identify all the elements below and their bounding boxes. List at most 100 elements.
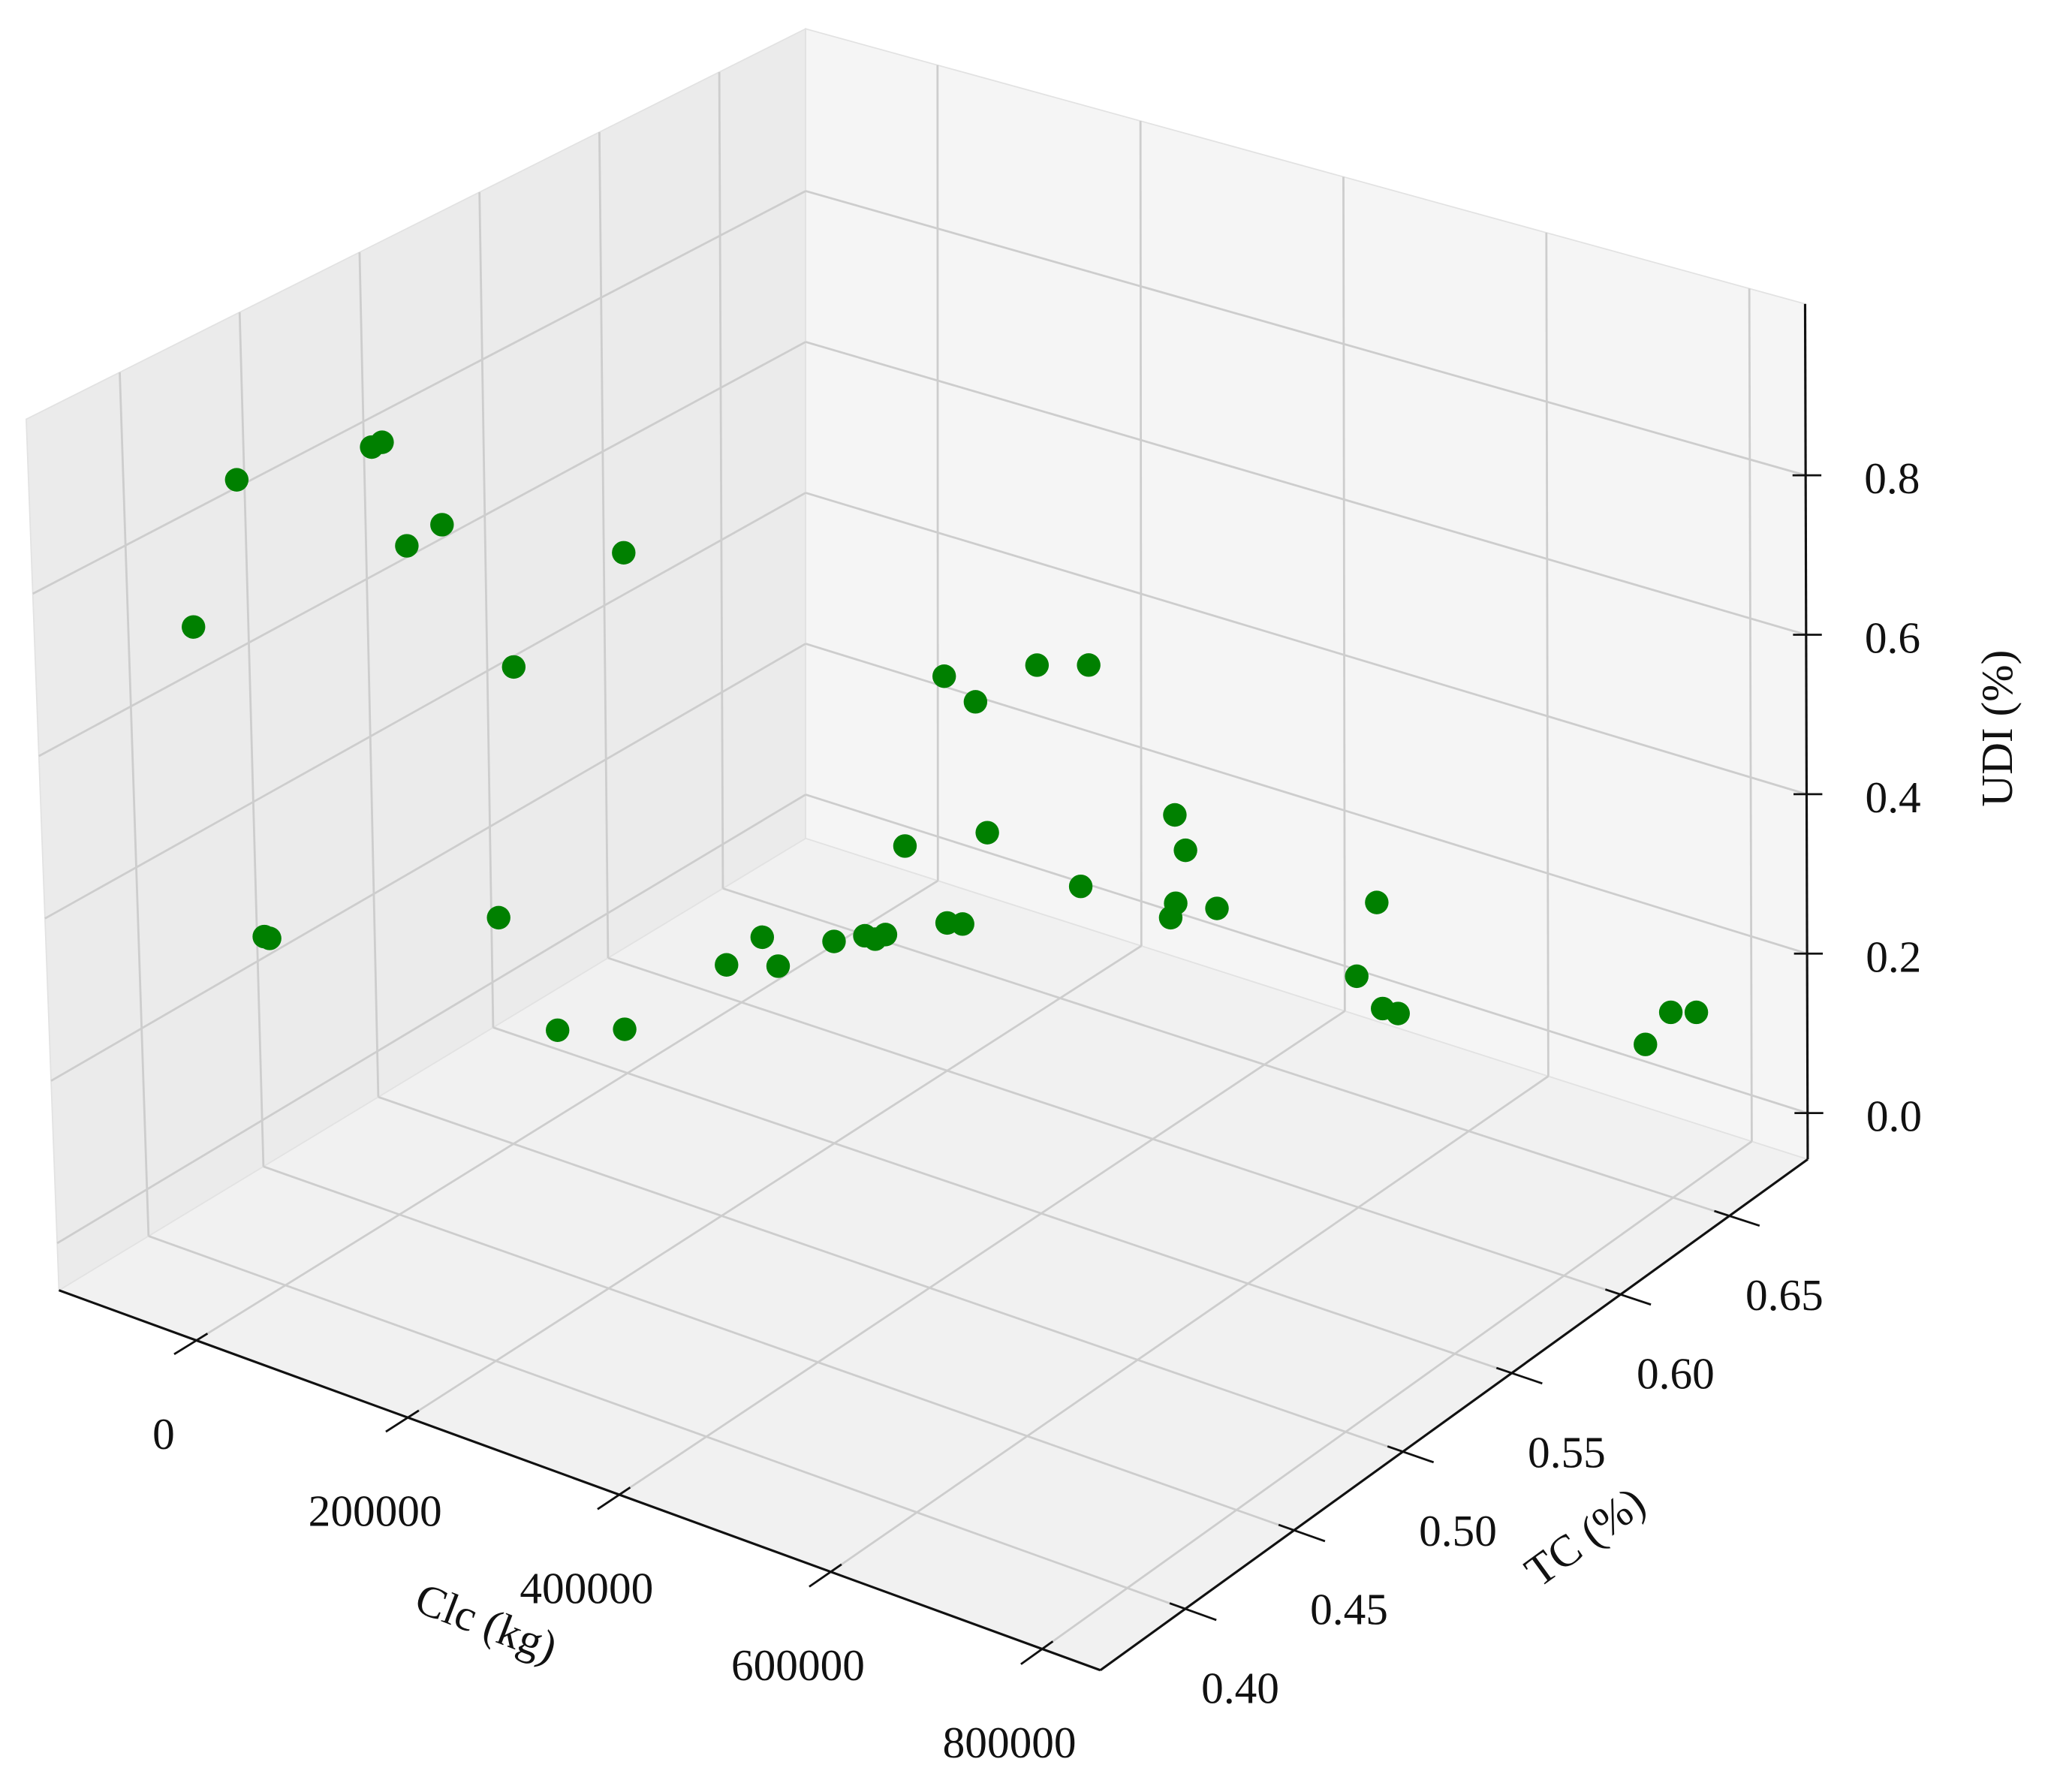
data-point [1068,874,1093,899]
grid-line [50,643,806,1082]
axes: 0 200000 400000 600000 800000 0.40 0.45 0.50 0.5… [58,303,1922,1767]
x-tick-label: 200000 [309,1486,442,1536]
data-point [430,513,454,537]
data-point [963,690,988,714]
y-tick [1278,1523,1326,1543]
y-tick-label: 0.45 [1310,1585,1388,1634]
data-point [975,821,999,845]
y-axis [1099,1158,1809,1671]
x-tick-label: 0 [152,1409,175,1459]
y-tick-label: 0.55 [1528,1427,1606,1477]
grid-line [358,251,380,1098]
data-point [1658,1000,1683,1025]
points [182,430,1709,1056]
data-point [1158,905,1183,930]
grid-line [1041,1140,1753,1650]
grid-line [1139,121,1143,946]
grid-line [805,190,1806,477]
z-tick-label: 0.4 [1866,773,1921,822]
grid-line [1748,288,1753,1142]
grid-line [478,191,495,1028]
data-point [822,929,846,953]
grid-line [1342,176,1346,1011]
data-point [1163,803,1187,827]
grid-line [805,492,1807,796]
data-point [766,954,791,978]
grid-line [38,341,806,757]
y-tick-label: 0.50 [1419,1506,1497,1556]
x-tick-label: 400000 [520,1563,653,1613]
data-point [1025,653,1050,677]
grid-line [148,1235,1186,1610]
grid-line [1545,232,1550,1077]
x-tick [597,1486,631,1510]
x-tick [385,1409,420,1433]
x-tick-label: 800000 [943,1718,1077,1767]
data-point [932,664,956,688]
grid-line [830,1075,1550,1573]
data-point [1386,1001,1410,1026]
grid-line [492,1026,1513,1375]
data-point [1365,890,1389,914]
x-tick [1020,1640,1054,1665]
data-point [893,834,917,858]
grid [32,65,1809,1650]
x-tick [809,1563,842,1588]
z-tick-label: 0.8 [1864,453,1920,503]
grid-line [263,1165,1295,1531]
grid-line [56,794,806,1245]
x-tick-label: 600000 [731,1640,865,1690]
grid-line [407,944,1143,1419]
y-tick [1387,1445,1435,1464]
grid-line [718,71,724,889]
grid-line [195,879,939,1342]
y-tick [1169,1602,1217,1622]
grid-line [598,131,610,959]
data-point [258,926,282,950]
z-tick-label: 0.6 [1865,613,1920,663]
data-point [501,655,526,679]
data-point [546,1018,570,1042]
data-point [1684,1000,1709,1025]
z-tick-label: 0.2 [1866,932,1921,981]
data-point [1077,653,1101,677]
y-tick-label: 0.40 [1201,1663,1279,1712]
data-point [715,953,739,977]
y-tick [1714,1209,1760,1227]
grid-line [805,794,1809,1114]
grid-line [607,956,1622,1296]
y-tick-label: 0.60 [1637,1349,1715,1399]
grid-line [119,372,150,1236]
data-point [224,468,249,492]
y-tick [1604,1288,1652,1306]
data-point [950,912,974,936]
data-point [182,615,206,639]
data-point [613,1017,637,1041]
grid-line [44,492,806,920]
data-point [395,534,419,558]
z-axis-label: UDI (%) [1972,650,2022,807]
data-point [1205,896,1229,920]
x-axis [58,1289,1101,1672]
grid-line [619,1010,1346,1496]
data-point [1173,838,1197,863]
data-point [1345,964,1369,989]
grid-line [378,1095,1404,1453]
data-point [486,905,510,930]
data-point [750,925,775,950]
y-tick-label: 0.65 [1745,1270,1824,1320]
z-tick-label: 0.0 [1866,1092,1922,1141]
data-point [873,923,898,947]
panes [26,27,1809,1671]
data-point [612,541,636,565]
x-tick [173,1333,209,1356]
y-axis-label: TC (%) [1516,1477,1654,1596]
grid-line [32,190,806,595]
y-tick [1495,1366,1543,1385]
grid-line [805,341,1807,636]
data-point [370,430,394,454]
data-point [1634,1032,1658,1056]
z-axis [1803,303,1809,1160]
